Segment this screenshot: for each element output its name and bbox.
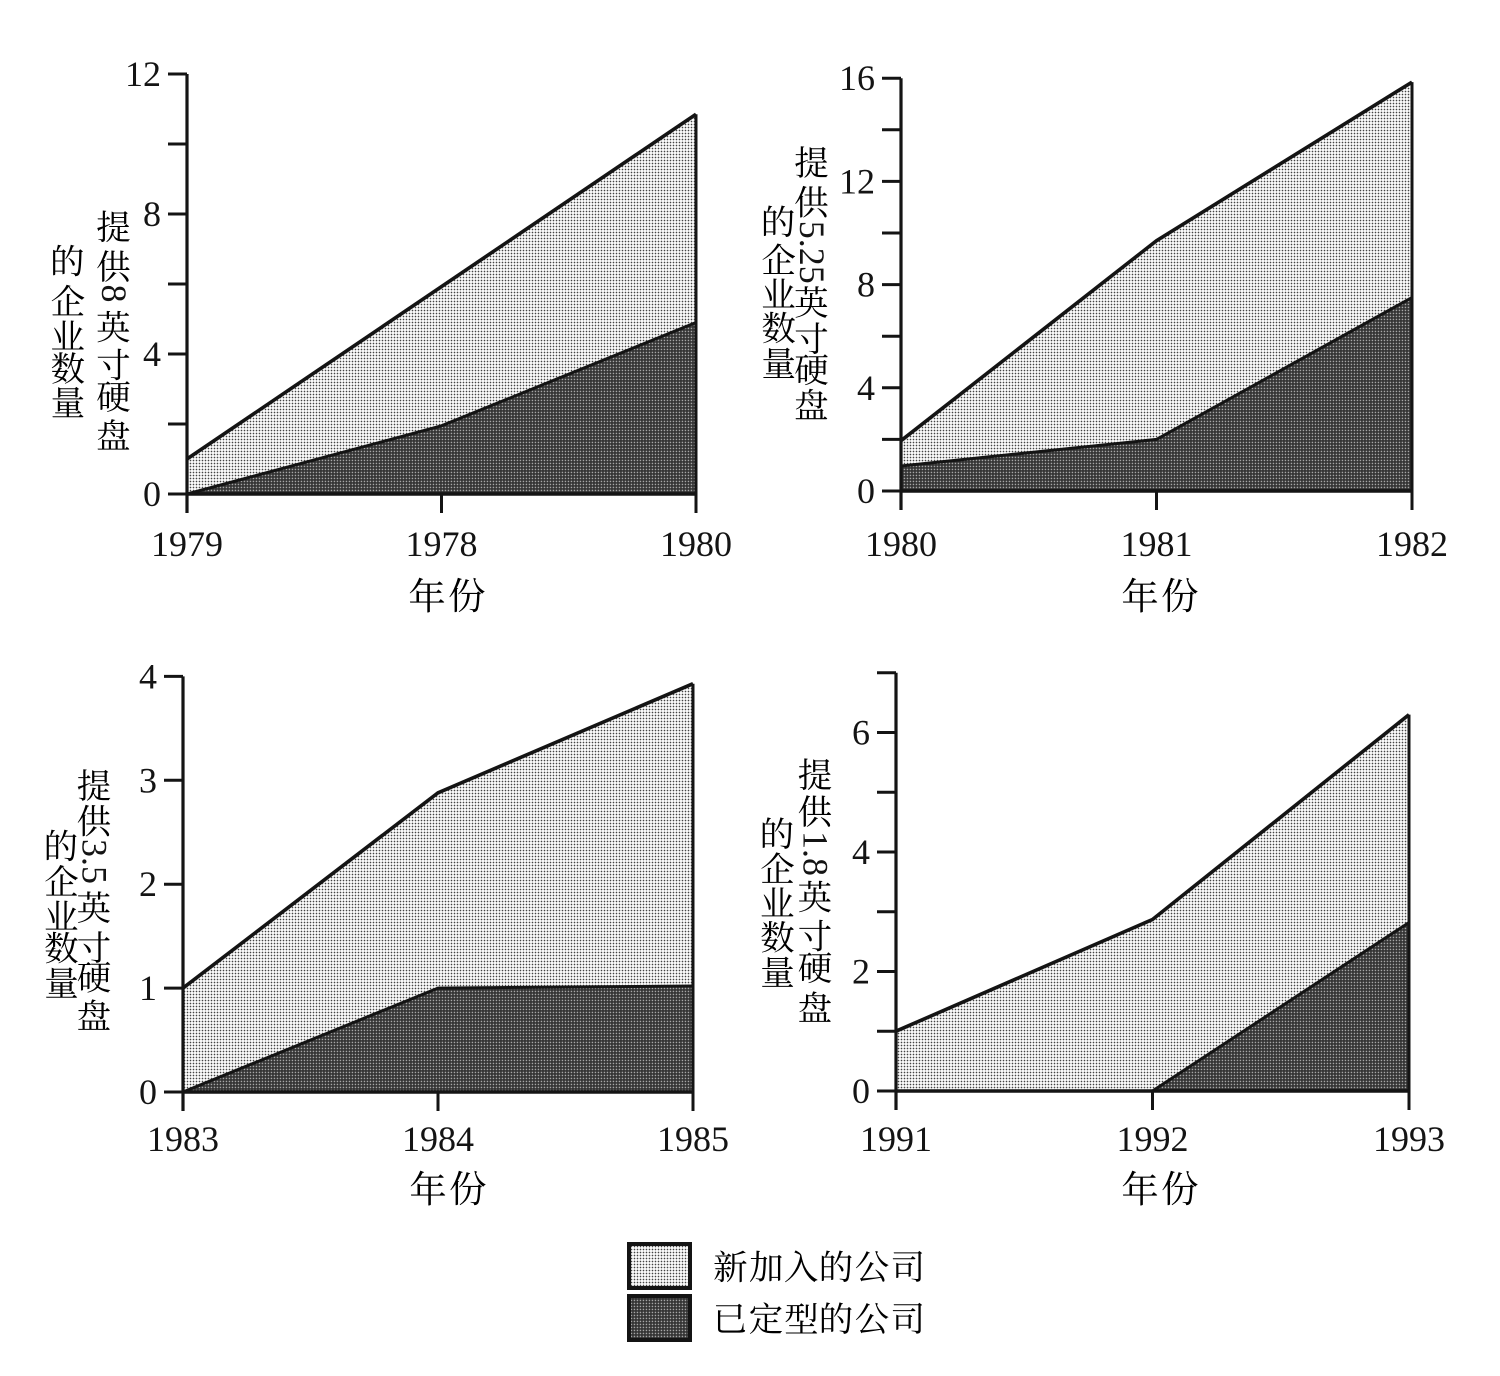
svg-text:1980: 1980 <box>660 524 732 564</box>
svg-text:2: 2 <box>852 952 870 992</box>
svg-text:4: 4 <box>857 368 875 408</box>
svg-text:1991: 1991 <box>860 1119 932 1159</box>
svg-text:1: 1 <box>139 968 157 1008</box>
svg-text:1980: 1980 <box>865 524 937 564</box>
svg-text:12: 12 <box>839 161 875 201</box>
svg-text:1992: 1992 <box>1117 1119 1189 1159</box>
svg-text:3.5: 3.5 <box>75 839 115 884</box>
svg-text:0: 0 <box>852 1071 870 1111</box>
svg-text:0: 0 <box>143 474 161 514</box>
svg-text:12: 12 <box>125 54 161 94</box>
svg-text:1983: 1983 <box>147 1119 219 1159</box>
svg-text:1984: 1984 <box>402 1119 474 1159</box>
svg-text:1.8: 1.8 <box>796 831 836 876</box>
svg-text:8: 8 <box>143 194 161 234</box>
svg-text:1985: 1985 <box>657 1119 729 1159</box>
svg-text:4: 4 <box>143 334 161 374</box>
svg-text:4: 4 <box>852 832 870 872</box>
svg-text:1978: 1978 <box>406 524 478 564</box>
svg-text:8: 8 <box>94 285 134 303</box>
svg-text:6: 6 <box>852 713 870 753</box>
svg-text:8: 8 <box>857 265 875 305</box>
svg-text:5.25: 5.25 <box>792 221 832 284</box>
svg-text:2: 2 <box>139 864 157 904</box>
svg-text:0: 0 <box>139 1072 157 1112</box>
svg-text:16: 16 <box>839 58 875 98</box>
svg-text:0: 0 <box>857 471 875 511</box>
svg-text:1979: 1979 <box>151 524 223 564</box>
svg-text:3: 3 <box>139 760 157 800</box>
svg-text:1981: 1981 <box>1121 524 1193 564</box>
svg-text:4: 4 <box>139 656 157 696</box>
svg-text:1982: 1982 <box>1376 524 1448 564</box>
svg-text:1993: 1993 <box>1373 1119 1445 1159</box>
